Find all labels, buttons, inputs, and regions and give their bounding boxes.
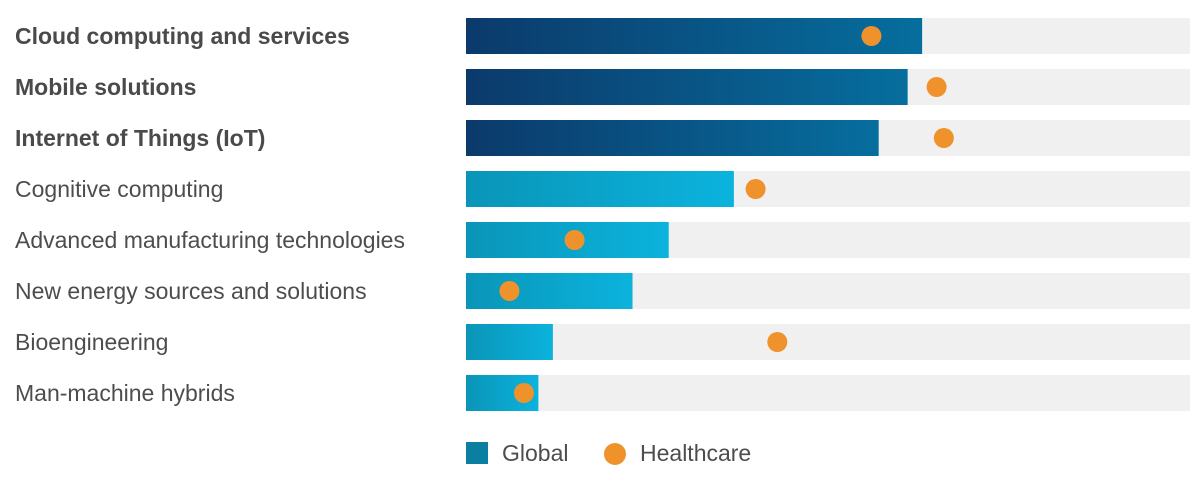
bar-track xyxy=(466,375,1190,411)
global-bar xyxy=(466,171,734,207)
category-label: Man-machine hybrids xyxy=(15,380,235,406)
healthcare-marker xyxy=(499,281,520,301)
category-label: Mobile solutions xyxy=(15,74,196,100)
healthcare-marker xyxy=(564,230,585,250)
legend-global-label: Global xyxy=(502,440,568,466)
category-label: Bioengineering xyxy=(15,329,168,355)
healthcare-marker xyxy=(767,332,788,352)
category-label: Advanced manufacturing technologies xyxy=(15,227,405,253)
healthcare-marker xyxy=(513,383,534,403)
global-bar xyxy=(466,18,923,54)
healthcare-marker xyxy=(745,179,766,199)
global-bar xyxy=(466,324,553,360)
legend-global-swatch xyxy=(466,442,488,464)
category-label: Internet of Things (IoT) xyxy=(15,125,265,151)
global-bar xyxy=(466,273,633,309)
category-label: Cloud computing and services xyxy=(15,23,350,49)
healthcare-marker xyxy=(861,26,882,46)
category-label: Cognitive computing xyxy=(15,176,223,202)
bar-track xyxy=(466,324,1190,360)
legend-healthcare-label: Healthcare xyxy=(640,440,751,466)
chart-legend: Global Healthcare xyxy=(466,440,751,466)
healthcare-marker xyxy=(933,128,954,148)
global-bar xyxy=(466,120,879,156)
healthcare-marker xyxy=(926,77,947,97)
global-bar xyxy=(466,69,908,105)
legend-healthcare-marker xyxy=(604,443,626,465)
chart-rows: Cloud computing and services Mobile solut… xyxy=(15,18,1190,411)
category-label: New energy sources and solutions xyxy=(15,278,367,304)
